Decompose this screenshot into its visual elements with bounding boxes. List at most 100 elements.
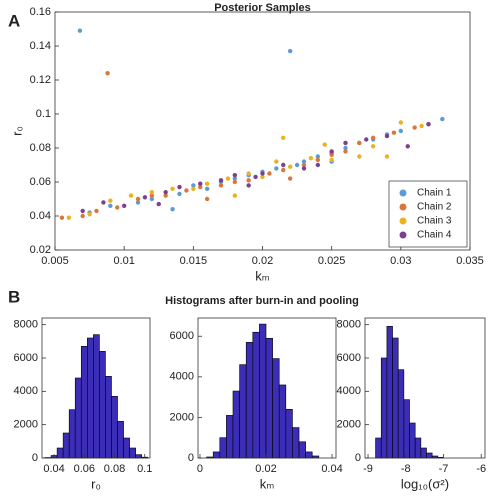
point [357,140,362,146]
bar [298,441,306,459]
x-axis-label: kₘ [260,476,275,491]
y-tick-label: 0.02 [30,244,51,256]
point [301,166,307,171]
point [315,162,321,168]
point [398,128,404,134]
point [315,157,321,163]
y-axis-label: r₀ [9,126,24,136]
point [301,162,307,168]
y-tick-label: 2000 [14,419,38,431]
y-tick-label: 0.04 [30,210,51,222]
bar [403,399,410,459]
y-tick-label: 4000 [337,385,361,397]
point [121,203,127,208]
point [253,174,258,180]
point [357,154,362,159]
x-tick-label: -6 [476,463,486,475]
point [149,193,155,198]
point [149,190,155,195]
y-tick-label: 0.1 [36,108,51,120]
x-tick-label: -9 [363,463,373,475]
y-tick-label: 0 [32,452,38,464]
legend-label: Chain 2 [417,202,452,213]
legend-marker [399,217,407,225]
bar [426,452,433,459]
point [135,196,141,202]
bar [414,437,422,459]
bar [305,451,313,459]
point [204,196,210,202]
y-tick-label: 6000 [170,330,194,342]
y-tick-label: 8000 [14,319,38,331]
y-tick-label: 0.16 [30,6,51,18]
y-tick-label: 0.08 [30,142,51,154]
point [343,149,348,154]
point [260,171,265,176]
bar [239,364,247,459]
y-tick-label: 6000 [337,352,361,364]
point [232,193,238,198]
bar [392,337,399,459]
point [149,196,155,202]
legend-marker [399,231,407,239]
point [398,120,404,125]
point [301,159,307,164]
point [246,171,251,176]
bar [265,337,273,459]
point [343,145,348,151]
x-tick-label: 0.04 [321,463,342,475]
bar [292,427,300,459]
point [135,200,141,205]
x-tick-label: 0.015 [180,255,208,267]
point [343,140,348,146]
x-axis-label: r₀ [91,476,101,491]
x-axis-label: log₁₀(σ²) [401,476,449,491]
y-tick-label: 0 [355,452,361,464]
point [232,173,238,178]
x-tick-label: 0.08 [104,463,125,475]
bar [420,447,427,459]
point [80,213,85,219]
bar [56,447,64,459]
chart-title: Posterior Samples [214,2,311,14]
bar [375,437,382,459]
point [156,201,161,207]
bar [386,326,393,459]
point [128,193,134,198]
bar [219,437,227,459]
bar [409,422,416,459]
point [170,186,175,191]
point [391,130,397,135]
point [405,144,410,149]
point [274,159,279,164]
bar [380,357,388,459]
point [246,178,251,183]
point [232,176,238,181]
legend-label: Chain 4 [417,230,452,241]
point [204,181,210,186]
x-axis-label: kₘ [255,268,270,283]
y-tick-label: 0.12 [30,74,51,86]
point [163,193,168,198]
bar [252,331,260,459]
legend-marker [399,203,407,211]
bar [93,334,100,459]
point [184,188,189,193]
bar [99,351,106,459]
bar [285,409,293,459]
point [218,183,224,188]
point [384,133,390,139]
bar [245,342,254,459]
x-tick-label: 0.06 [74,463,95,475]
axes-frame [364,317,486,459]
point [370,144,376,149]
x-tick-label: 0.1 [137,463,152,475]
y-tick-label: 8000 [337,319,361,331]
point [287,164,293,169]
point [115,205,120,210]
point [322,142,327,147]
bar [397,369,405,459]
x-tick-label: 0.02 [252,255,273,267]
bar [68,409,76,459]
